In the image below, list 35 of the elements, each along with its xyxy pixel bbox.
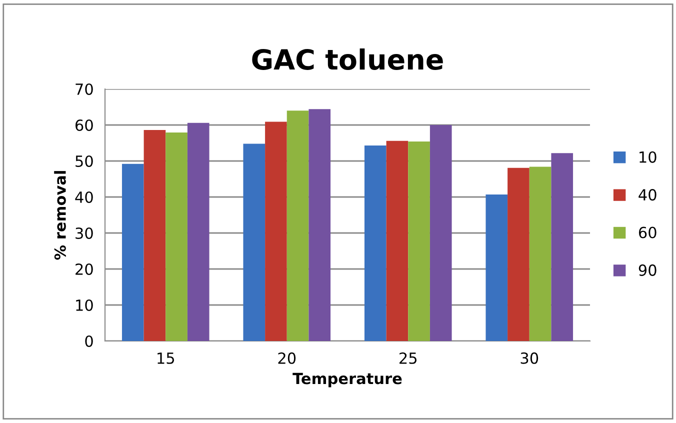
y-axis-title: % removal	[54, 171, 66, 260]
y-tick-label: 40	[75, 191, 93, 204]
bar	[286, 110, 309, 341]
bar	[386, 140, 408, 341]
bar	[551, 153, 574, 341]
y-tick-label: 30	[76, 227, 93, 240]
x-tick-label: 30	[520, 352, 538, 364]
bar	[144, 130, 166, 341]
bar	[508, 168, 530, 341]
bar	[308, 109, 331, 341]
x-axis-title: Temperature	[292, 372, 402, 388]
x-tick-label: 20	[278, 352, 296, 364]
legend-label: 90	[638, 264, 656, 276]
y-tick-label: 0	[85, 335, 93, 348]
bar	[364, 146, 386, 341]
x-tick-label: 25	[400, 352, 417, 364]
bar	[243, 144, 266, 341]
bar	[430, 125, 452, 341]
legend-label: 60	[638, 226, 656, 238]
bar	[529, 166, 552, 341]
y-tick-label: 10	[76, 299, 93, 312]
chart-title: GAC toluene	[252, 48, 443, 70]
bar	[265, 122, 287, 341]
bar	[122, 164, 144, 341]
y-tick-label: 70	[76, 83, 93, 96]
y-tick-label: 20	[76, 263, 93, 276]
bar	[486, 194, 508, 341]
legend-label: 10	[640, 151, 656, 163]
bar	[187, 122, 210, 341]
x-tick-label: 15	[158, 352, 174, 364]
y-tick-label: 60	[76, 119, 93, 132]
y-tick-label: 50	[76, 155, 93, 168]
bar	[408, 142, 430, 341]
legend-label: 40	[638, 189, 656, 201]
bar	[166, 132, 188, 341]
